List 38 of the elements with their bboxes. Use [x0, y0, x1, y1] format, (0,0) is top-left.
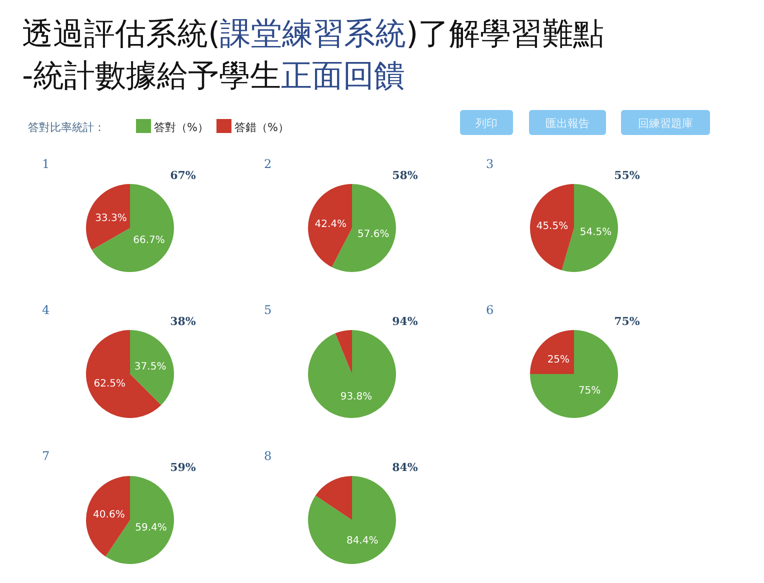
chart-title: 6 [486, 303, 494, 317]
data-label: 75% [614, 315, 640, 328]
text: 透過評估系統(課堂練習系統)了解學習難點 [22, 16, 604, 52]
data-label: 57.6% [357, 229, 390, 240]
text: 67% [170, 169, 196, 182]
chart-title: 4 [42, 303, 50, 317]
chart-subtitle: 84% [392, 461, 418, 474]
data-label: 40.6% [93, 510, 125, 521]
data-label: 45.5% [536, 220, 568, 232]
legend-label: 答對（%） [154, 121, 208, 134]
chart-title: 7 [42, 449, 50, 463]
chart-subtitle: 58% [392, 169, 418, 182]
data-label: 54.5% [580, 227, 612, 238]
data-label: 66.7% [133, 235, 165, 246]
data-label: 33.3% [95, 212, 127, 224]
data-label: 93.8% [340, 392, 372, 403]
legend-label: 答錯（%） [234, 121, 289, 134]
chart-subtitle: 38% [170, 315, 196, 328]
data-label: 59.4% [135, 522, 167, 534]
text: 答對比率統計： [28, 121, 105, 134]
chart-title: 3 [486, 157, 494, 171]
data-label: 42.4% [314, 218, 347, 230]
chart-title: 5 [264, 303, 272, 317]
text: -統計數據給予學生正面回饋 [22, 58, 406, 94]
chart-subtitle: 59% [170, 461, 196, 474]
button: 回練習題庫 [621, 110, 710, 135]
button: 匯出報告 [529, 110, 606, 135]
data-label: 37.5% [134, 362, 166, 373]
text: 75% [578, 386, 601, 397]
button: 列印 [460, 110, 513, 135]
data-label: 62.5% [94, 378, 126, 390]
text: 1 [42, 157, 50, 171]
data-label: 84.4% [346, 535, 378, 546]
chart-title: 8 [264, 449, 272, 463]
chart-subtitle: 55% [614, 169, 640, 182]
chart-subtitle: 94% [392, 315, 418, 328]
chart-title: 2 [264, 157, 272, 171]
data-label: 25% [547, 354, 570, 366]
